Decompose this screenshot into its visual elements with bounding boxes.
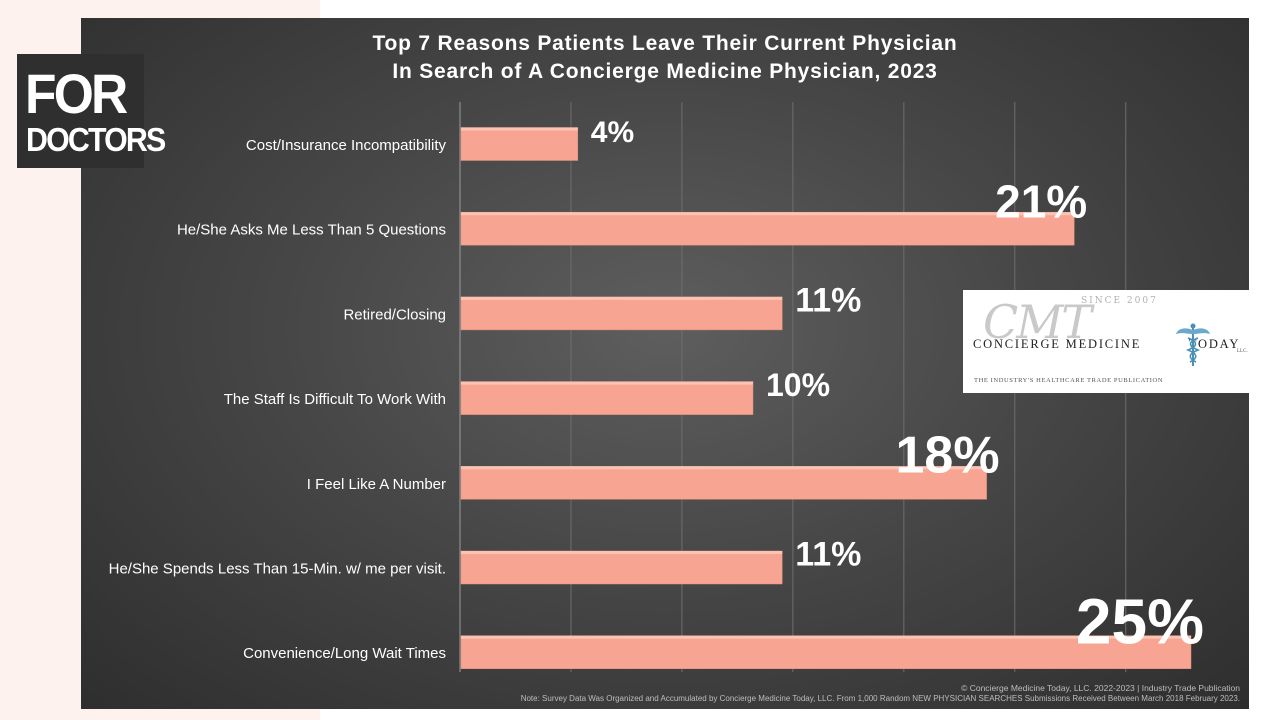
cmt-name: CONCIERGE MEDICINE TODAY bbox=[973, 337, 1240, 352]
bar bbox=[460, 127, 579, 161]
bar-highlight bbox=[461, 212, 1075, 216]
bar-highlight bbox=[461, 127, 578, 131]
bar-highlight bbox=[461, 296, 783, 300]
category-label: I Feel Like A Number bbox=[307, 476, 446, 493]
category-label: Retired/Closing bbox=[343, 306, 446, 323]
copyright-text: © Concierge Medicine Today, LLC. 2022-20… bbox=[961, 683, 1240, 693]
bar-highlight bbox=[461, 635, 1191, 639]
chart-bars bbox=[460, 127, 1192, 669]
cmt-llc: LLC. bbox=[1237, 349, 1248, 354]
bar bbox=[460, 381, 754, 415]
value-label: 11% bbox=[795, 281, 861, 319]
bar bbox=[460, 296, 783, 331]
value-label: 4% bbox=[591, 116, 634, 149]
bar-highlight bbox=[461, 466, 987, 470]
concierge-medicine-today-logo: CMT SINCE 2007 CONCIERGE MEDICINE TODAY … bbox=[963, 290, 1249, 393]
bar-highlight bbox=[461, 551, 783, 554]
category-label: He/She Spends Less Than 15-Min. w/ me pe… bbox=[109, 561, 446, 578]
category-label: Cost/Insurance Incompatibility bbox=[246, 137, 447, 154]
cmt-name-part1: CONCIERGE MEDICINE bbox=[973, 337, 1142, 351]
category-label: Convenience/Long Wait Times bbox=[243, 645, 446, 662]
category-label: He/She Asks Me Less Than 5 Questions bbox=[177, 222, 446, 239]
value-label: 25% bbox=[1076, 585, 1204, 657]
chart-title-line2: In Search of A Concierge Medicine Physic… bbox=[392, 60, 938, 83]
cmt-name-part2: TODAY bbox=[1188, 337, 1241, 351]
fordoctors-logo-line1: FOR bbox=[25, 62, 128, 125]
cmt-monogram: CMT bbox=[983, 295, 1092, 349]
value-label: 18% bbox=[896, 427, 1000, 485]
bar bbox=[460, 635, 1192, 669]
value-label: 10% bbox=[766, 367, 830, 403]
cmt-tagline: THE INDUSTRY'S HEALTHCARE TRADE PUBLICAT… bbox=[974, 377, 1164, 384]
fordoctors-logo: FOR DOCTORS bbox=[17, 54, 166, 168]
fordoctors-logo-line2: DOCTORS bbox=[26, 121, 166, 158]
chart-value-labels: 4% 21% 11% 10% 18% 11% 25% bbox=[591, 116, 1204, 657]
chart-category-labels: Cost/Insurance Incompatibility He/She Ask… bbox=[109, 137, 447, 662]
bar-highlight bbox=[461, 381, 753, 385]
chart-title-line1: Top 7 Reasons Patients Leave Their Curre… bbox=[372, 32, 958, 55]
source-note: Note: Survey Data Was Organized and Accu… bbox=[520, 694, 1240, 703]
category-label: The Staff Is Difficult To Work With bbox=[224, 391, 446, 408]
bar bbox=[460, 550, 783, 585]
bar bbox=[460, 211, 1075, 246]
value-label: 11% bbox=[795, 536, 861, 574]
chart-title: Top 7 Reasons Patients Leave Their Curre… bbox=[81, 30, 1249, 86]
cmt-since: SINCE 2007 bbox=[1081, 296, 1158, 306]
value-label: 21% bbox=[995, 176, 1087, 228]
caduceus-icon bbox=[1176, 323, 1210, 366]
